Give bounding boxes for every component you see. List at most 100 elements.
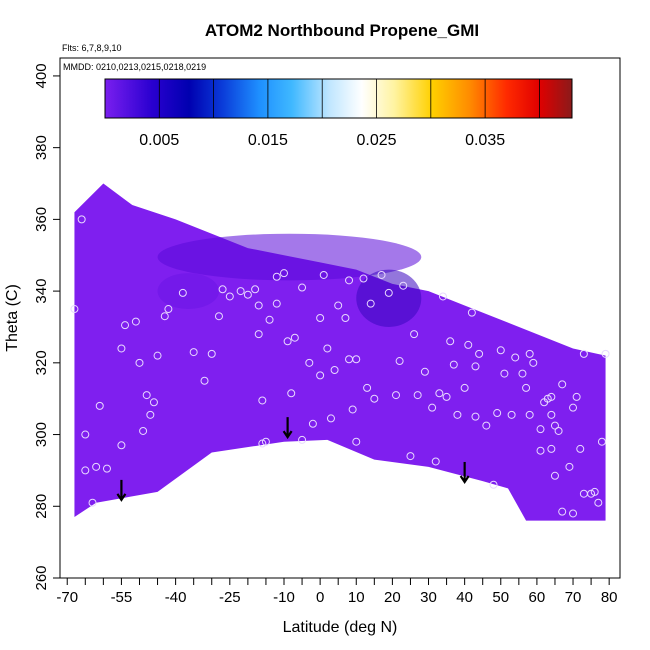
x-tick-label: -25 — [219, 589, 241, 606]
observation-point — [601, 349, 610, 358]
observation-point — [395, 357, 404, 366]
observation-point — [428, 403, 437, 412]
observation-point — [579, 349, 588, 358]
observation-point — [70, 305, 79, 314]
observation-point — [438, 292, 447, 301]
colorbar-tick-label: 0.035 — [465, 132, 505, 149]
observation-point — [471, 412, 480, 421]
observation-point — [146, 410, 155, 419]
observation-points — [70, 215, 610, 518]
x-tick-label: -70 — [56, 589, 78, 606]
observation-point — [511, 353, 520, 362]
observation-point — [536, 425, 545, 434]
observation-point — [413, 391, 422, 400]
observation-point — [565, 462, 574, 471]
observation-point — [442, 392, 451, 401]
x-tick-label: 20 — [384, 589, 401, 606]
x-axis-label: Latitude (deg N) — [283, 619, 398, 636]
observation-point — [330, 366, 339, 374]
x-tick-label: 0 — [316, 589, 324, 606]
observation-point — [261, 437, 270, 446]
observation-point — [392, 391, 400, 400]
x-axis: -70 -55 -40 -25 -10 0 10 20 30 40 50 60 70 80 — [56, 578, 618, 606]
observation-point — [77, 215, 86, 224]
observation-point — [254, 330, 263, 339]
observation-point — [590, 487, 599, 496]
observation-point — [316, 314, 325, 322]
observation-point — [298, 283, 307, 292]
observation-point — [572, 392, 581, 401]
observation-point — [569, 509, 578, 518]
y-tick-label: 380 — [33, 135, 50, 160]
observation-point — [95, 401, 104, 410]
observation-point — [410, 330, 419, 339]
observation-point — [153, 351, 162, 360]
observation-point — [529, 358, 538, 367]
observation-point — [547, 392, 556, 401]
x-tick-label: 70 — [565, 589, 582, 606]
enhanced-region — [157, 273, 219, 310]
observation-point — [251, 285, 260, 294]
observation-point — [352, 355, 361, 364]
colorbar-tick-label: 0.025 — [356, 132, 396, 149]
colorbar-frame — [104, 78, 573, 119]
observation-point — [243, 290, 252, 299]
observation-point — [81, 466, 90, 475]
observation-point — [131, 317, 140, 326]
observation-point — [189, 348, 198, 357]
colorbar-tick-label: 0.005 — [139, 132, 179, 149]
observation-point — [554, 426, 563, 435]
sampling-arrow — [282, 417, 293, 440]
observation-point — [345, 276, 354, 285]
observation-point — [370, 394, 379, 403]
observation-point — [323, 344, 332, 353]
enhanced-region — [356, 269, 422, 327]
observation-point — [290, 333, 299, 342]
observation-point — [420, 367, 429, 376]
observation-point — [258, 396, 267, 405]
observation-point — [550, 471, 559, 480]
sampling-arrows — [116, 417, 470, 502]
chart-title: ATOM2 Northbound Propene_GMI — [205, 21, 479, 40]
y-tick-label: 260 — [33, 565, 50, 590]
observation-point — [558, 507, 567, 516]
plot-frame — [59, 57, 621, 579]
observation-point — [135, 358, 144, 367]
x-tick-label: 80 — [601, 589, 618, 606]
observation-point — [399, 281, 408, 290]
observation-point — [214, 312, 223, 321]
observation-point — [493, 409, 502, 418]
y-tick-label: 340 — [33, 279, 50, 304]
observation-point — [547, 410, 556, 419]
y-axis-label: Theta (C) — [4, 284, 21, 352]
observation-point — [283, 337, 292, 346]
observation-point — [341, 314, 350, 322]
observation-point — [178, 288, 187, 297]
x-tick-label: 60 — [529, 589, 546, 606]
observation-point — [525, 349, 534, 358]
x-tick-label: -10 — [273, 589, 295, 606]
colorbar-gradient — [105, 79, 572, 118]
observation-point — [453, 410, 462, 419]
observation-point — [117, 441, 126, 450]
colorbar: 0.005 0.015 0.025 0.035 — [104, 78, 573, 149]
observation-point — [558, 380, 567, 389]
observation-point — [200, 376, 209, 385]
observation-point — [363, 383, 372, 392]
observation-point — [88, 498, 97, 507]
observation-point — [225, 292, 234, 301]
observation-point — [536, 446, 545, 455]
observation-point — [464, 340, 473, 349]
observation-point — [500, 369, 509, 378]
y-tick-label: 320 — [33, 350, 50, 375]
x-tick-label: 40 — [456, 589, 473, 606]
observation-point — [352, 437, 361, 446]
observation-point — [316, 371, 325, 380]
dates-note: MMDD: 0210,0213,0215,0218,0219 — [63, 62, 206, 72]
observation-point — [475, 349, 484, 358]
observation-point — [298, 435, 307, 444]
observation-point — [431, 457, 440, 466]
observation-point — [482, 421, 491, 430]
observation-point — [569, 403, 578, 412]
observation-point — [348, 405, 357, 414]
